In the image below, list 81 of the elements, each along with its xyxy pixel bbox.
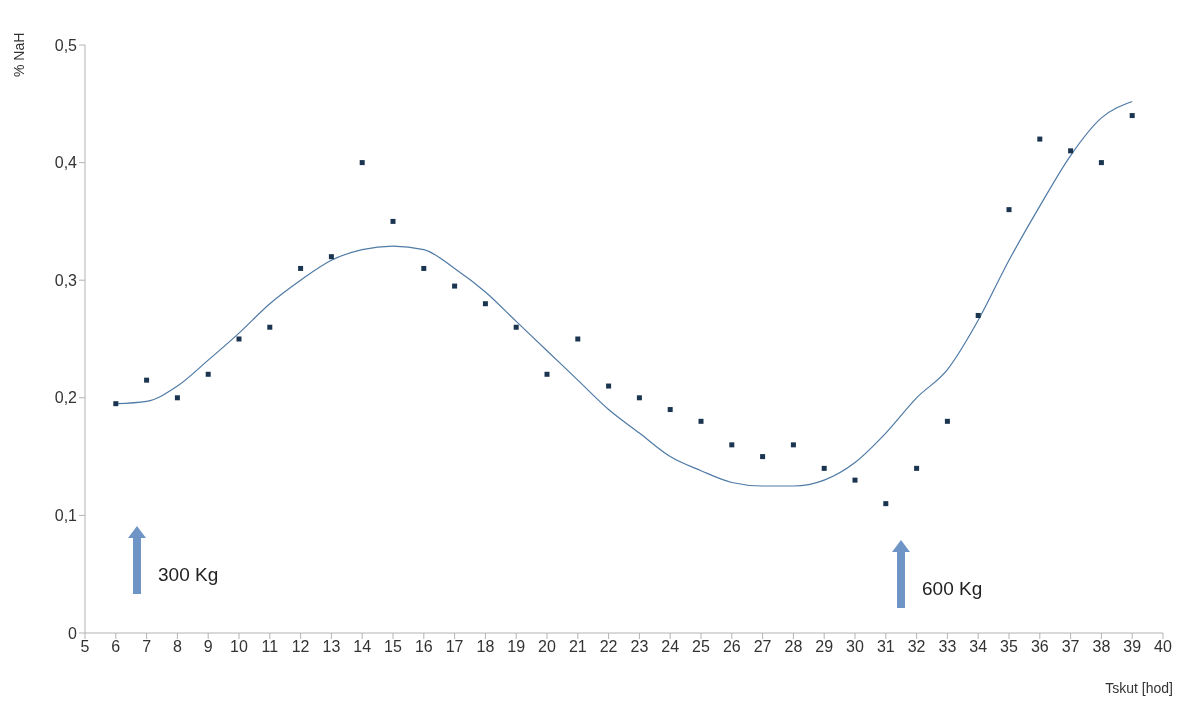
point [729,442,735,448]
x-tick-label: 39 [1123,638,1142,656]
point [975,312,981,318]
point [883,501,889,507]
x-tick-label: 22 [599,638,618,656]
point [267,324,273,330]
x-tick-label: 40 [1154,638,1172,656]
point [236,336,242,342]
x-tick-label: 14 [353,638,372,656]
point [1098,160,1104,166]
point [914,465,920,471]
point [390,218,396,224]
x-tick-label: 35 [1000,638,1018,656]
point [790,442,796,448]
x-tick-label: 24 [661,638,680,656]
x-tick-label: 20 [538,638,556,656]
x-tick-label: 5 [80,638,90,656]
y-tick-label: 0 [68,624,78,642]
x-tick-label: 13 [322,638,341,656]
point [174,395,180,401]
x-tick-label: 18 [476,638,495,656]
y-tick-label: 0,1 [54,507,78,525]
point [1129,113,1135,119]
point [452,283,458,289]
x-tick-label: 9 [203,638,213,656]
x-tick-label: 23 [630,638,649,656]
annotation: 600 Kg [922,578,983,600]
x-tick-label: 29 [815,638,834,656]
y-tick-label: 0,3 [54,271,78,289]
y-tick-label: 0,4 [54,154,78,172]
point [1068,148,1074,154]
line-series [115,100,1133,487]
x-tick-label: 6 [111,638,121,656]
point [575,336,581,342]
point [298,265,304,271]
x-tick-label: 34 [969,638,988,656]
point [606,383,612,389]
point [421,265,427,271]
point [544,371,550,377]
x-tick-label: 37 [1061,638,1080,656]
point [113,401,119,407]
point [513,324,519,330]
point [205,371,211,377]
point [698,418,704,424]
point [482,301,488,307]
x-axis-title: Tskut [hod] [1105,680,1173,696]
y-tick-label: 0,2 [54,389,78,407]
x-tick-label: 25 [692,638,710,656]
x-tick-label: 12 [291,638,310,656]
point [852,477,858,483]
x-tick-label: 10 [230,638,248,656]
y-axis-title: % NaH [11,32,27,77]
x-tick-label: 11 [261,638,279,656]
point [667,407,673,413]
x-tick-label: 16 [414,638,433,656]
point [1006,207,1012,213]
x-tick-label: 21 [568,638,587,656]
point [636,395,642,401]
point [760,454,766,460]
x-tick-label: 26 [722,638,741,656]
point [1037,136,1043,142]
x-tick-label: 28 [784,638,803,656]
x-tick-label: 8 [172,638,182,656]
x-tick-label: 31 [876,638,895,656]
point [144,377,150,383]
x-tick-label: 30 [846,638,864,656]
x-tick-label: 7 [142,638,152,656]
x-tick-label: 33 [938,638,957,656]
x-tick-label: 17 [445,638,464,656]
x-tick-label: 36 [1030,638,1049,656]
annotation: 300 Kg [158,564,219,586]
point [328,254,334,260]
x-tick-label: 15 [384,638,402,656]
point [821,465,827,471]
x-tick-label: 27 [753,638,772,656]
point [359,160,365,166]
x-tick-label: 32 [907,638,926,656]
y-tick-label: 0,5 [54,36,78,54]
point [944,418,950,424]
x-tick-label: 19 [507,638,526,656]
x-tick-label: 38 [1092,638,1111,656]
